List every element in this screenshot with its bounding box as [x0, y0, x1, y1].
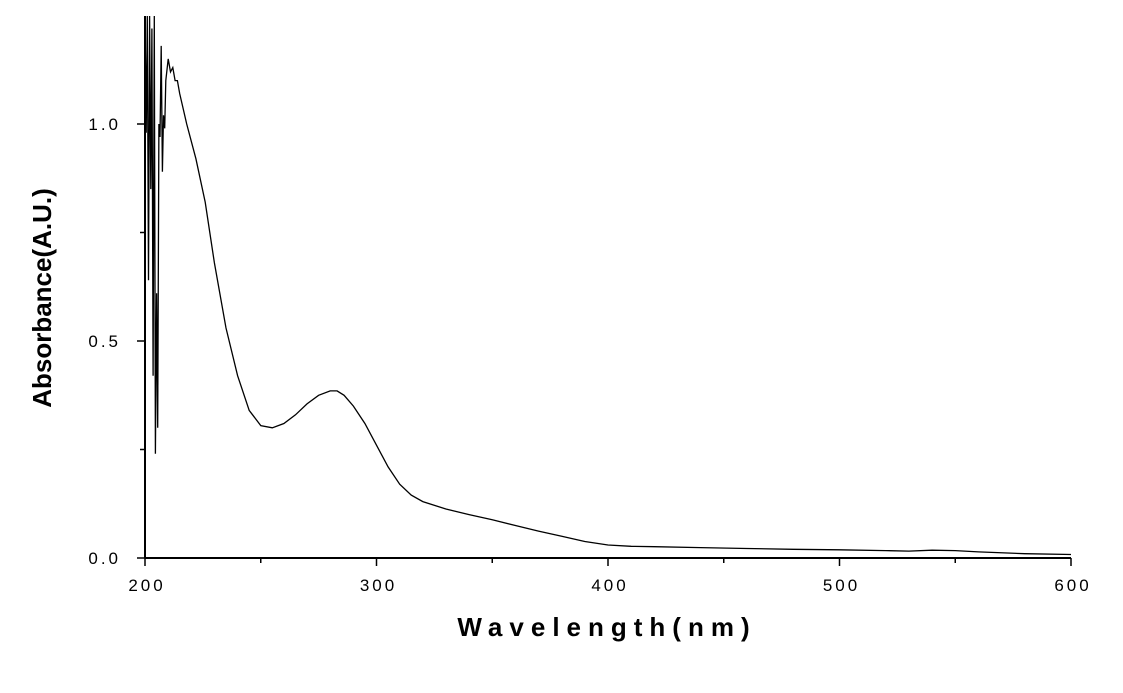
x-tick-label: 400 — [591, 576, 628, 595]
x-tick-label: 200 — [128, 576, 165, 595]
y-tick-label: 1.0 — [88, 115, 121, 134]
y-tick-label: 0.5 — [88, 332, 121, 351]
x-tick-label: 500 — [823, 576, 860, 595]
plot-area — [145, 16, 1071, 556]
axes — [137, 16, 1072, 566]
x-tick-label: 300 — [360, 576, 397, 595]
y-tick-label: 0.0 — [88, 549, 121, 568]
x-tick-label: 600 — [1054, 576, 1091, 595]
y-axis-title: Absorbance(A.U.) — [27, 188, 57, 408]
x-axis-title: Wavelength(nm) — [457, 612, 756, 642]
tick-labels: 200 300 400 500 600 0.0 0.5 1.0 — [88, 115, 1091, 595]
series-line — [145, 16, 1071, 556]
